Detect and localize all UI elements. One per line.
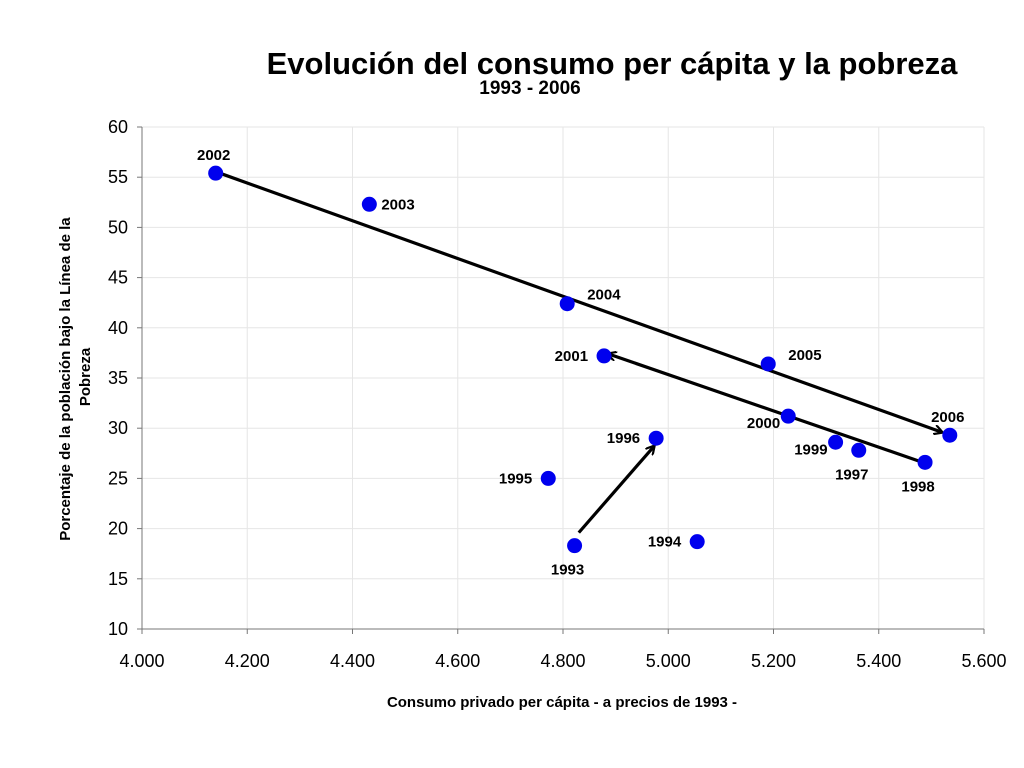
point-labels: 1993 1994 1995 1996 1997 1998 1999 2000 2001 2002…	[197, 147, 964, 578]
trend-arrow	[219, 171, 942, 432]
point-label-1999: 1999	[794, 441, 827, 458]
data-point-2000	[780, 408, 796, 424]
data-point-1997	[851, 442, 867, 458]
data-point-2002	[208, 165, 224, 181]
trend-arrow	[577, 446, 654, 534]
x-tick-label: 4.800	[540, 651, 585, 671]
point-label-1997: 1997	[835, 466, 868, 483]
data-point-2006	[942, 427, 958, 443]
trend-arrow	[608, 354, 921, 463]
data-point-2004	[559, 296, 575, 312]
x-tick-label: 4.400	[330, 651, 375, 671]
point-label-1996: 1996	[607, 430, 640, 447]
point-label-1994: 1994	[648, 534, 682, 551]
x-tick-label: 4.000	[119, 651, 164, 671]
trend-arrows	[219, 171, 942, 534]
data-point-2003	[361, 196, 377, 212]
data-point-1999	[828, 434, 844, 450]
y-axis-label-line-1: Porcentaje de la población bajo la Línea…	[57, 217, 74, 541]
data-point-1993	[567, 538, 583, 554]
point-label-2000: 2000	[747, 415, 780, 432]
chart-title: Evolución del consumo per cápita y la po…	[266, 46, 958, 81]
y-tick-label: 30	[108, 418, 128, 438]
point-label-2003: 2003	[381, 196, 414, 213]
y-axis-label-line-2: Pobreza	[77, 347, 94, 406]
data-point-1994	[689, 534, 705, 550]
point-label-1993: 1993	[551, 562, 584, 579]
data-points	[208, 165, 958, 554]
x-tick-label: 4.200	[225, 651, 270, 671]
y-tick-label: 45	[108, 268, 128, 288]
data-point-2005	[760, 356, 776, 372]
point-label-2005: 2005	[788, 347, 821, 364]
y-tick-label: 60	[108, 117, 128, 137]
point-label-2004: 2004	[587, 287, 621, 304]
y-tick-label: 40	[108, 318, 128, 338]
axes: 10 15 20 25 30 35 40 45 50 55 60 4.000 4.200 4.400 4.6…	[108, 117, 1007, 671]
data-point-1998	[917, 454, 933, 470]
x-tick-label: 4.600	[435, 651, 480, 671]
point-label-1998: 1998	[901, 478, 934, 495]
y-tick-label: 50	[108, 217, 128, 237]
y-tick-label: 20	[108, 519, 128, 539]
y-tick-label: 35	[108, 368, 128, 388]
chart-subtitle: 1993 - 2006	[479, 78, 581, 99]
y-tick-label: 10	[108, 619, 128, 639]
point-label-2002: 2002	[197, 147, 230, 164]
y-tick-label: 55	[108, 167, 128, 187]
data-point-1996	[648, 430, 664, 446]
y-tick-label: 25	[108, 468, 128, 488]
x-axis-label: Consumo privado per cápita - a precios d…	[387, 694, 737, 711]
y-axis-label: Porcentaje de la población bajo la Línea…	[57, 213, 94, 541]
x-tick-label: 5.600	[961, 651, 1006, 671]
data-point-2001	[596, 348, 612, 364]
gridlines	[142, 126, 985, 629]
y-tick-label: 15	[108, 569, 128, 589]
x-tick-label: 5.400	[856, 651, 901, 671]
point-label-1995: 1995	[499, 470, 532, 487]
x-tick-label: 5.200	[751, 651, 796, 671]
x-tick-label: 5.000	[646, 651, 691, 671]
point-label-2006: 2006	[931, 409, 964, 426]
data-point-1995	[540, 470, 556, 486]
point-label-2001: 2001	[555, 348, 588, 365]
